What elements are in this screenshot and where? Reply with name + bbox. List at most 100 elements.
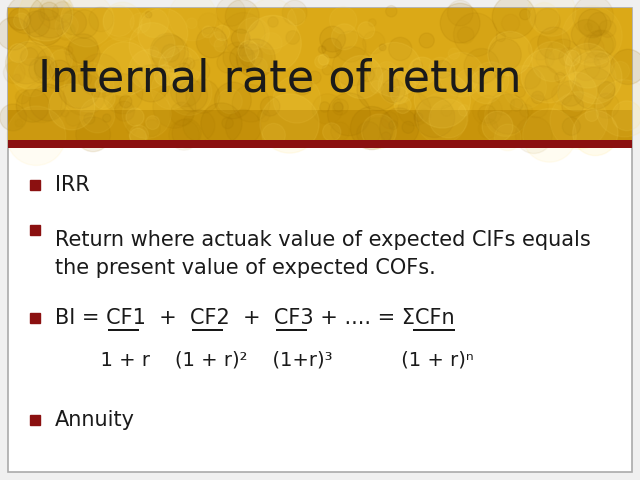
Circle shape: [381, 111, 398, 129]
Circle shape: [170, 102, 194, 126]
Circle shape: [370, 81, 383, 93]
Circle shape: [380, 44, 386, 51]
Circle shape: [333, 47, 372, 86]
Bar: [8, 140, 632, 148]
Circle shape: [333, 102, 343, 112]
Circle shape: [183, 109, 215, 142]
Circle shape: [495, 70, 504, 79]
Circle shape: [447, 0, 473, 26]
Circle shape: [611, 49, 640, 84]
Circle shape: [287, 8, 305, 25]
Circle shape: [575, 58, 616, 98]
Circle shape: [599, 20, 616, 37]
Circle shape: [572, 67, 615, 110]
Circle shape: [6, 42, 47, 84]
Circle shape: [250, 58, 268, 75]
Circle shape: [244, 15, 301, 72]
Circle shape: [363, 118, 392, 146]
Circle shape: [531, 91, 544, 104]
Circle shape: [103, 74, 143, 114]
Circle shape: [572, 20, 602, 49]
Circle shape: [569, 51, 622, 104]
Circle shape: [140, 8, 168, 37]
Circle shape: [225, 0, 259, 33]
Circle shape: [130, 13, 150, 33]
Circle shape: [286, 31, 300, 44]
Circle shape: [532, 41, 572, 82]
Circle shape: [468, 70, 502, 104]
Circle shape: [519, 67, 541, 89]
Circle shape: [328, 93, 371, 136]
Circle shape: [378, 67, 416, 104]
Circle shape: [523, 108, 577, 162]
Circle shape: [239, 44, 262, 67]
Circle shape: [584, 30, 614, 60]
Circle shape: [596, 80, 640, 137]
Circle shape: [492, 0, 536, 38]
Circle shape: [558, 81, 583, 106]
Text: 1 + r    (1 + r)²    (1+r)³           (1 + r)ⁿ: 1 + r (1 + r)² (1+r)³ (1 + r)ⁿ: [63, 350, 474, 370]
Circle shape: [340, 56, 383, 99]
Circle shape: [168, 0, 217, 41]
Circle shape: [93, 87, 115, 109]
Circle shape: [262, 123, 285, 147]
Circle shape: [323, 123, 341, 141]
Circle shape: [404, 80, 415, 91]
Circle shape: [402, 121, 414, 133]
Circle shape: [225, 109, 261, 145]
Circle shape: [397, 93, 431, 126]
Circle shape: [120, 95, 132, 108]
Circle shape: [80, 98, 115, 133]
Circle shape: [320, 26, 346, 52]
Circle shape: [358, 22, 374, 39]
Circle shape: [89, 7, 113, 32]
Circle shape: [260, 96, 280, 116]
Text: IRR: IRR: [55, 175, 90, 195]
Circle shape: [268, 17, 278, 27]
Circle shape: [594, 53, 609, 68]
Circle shape: [563, 6, 622, 66]
Circle shape: [273, 76, 321, 123]
Circle shape: [49, 60, 70, 82]
Circle shape: [129, 49, 168, 89]
Circle shape: [322, 38, 342, 58]
Circle shape: [35, 46, 77, 88]
Circle shape: [414, 72, 470, 128]
Circle shape: [16, 89, 49, 122]
Circle shape: [413, 60, 422, 70]
Circle shape: [232, 84, 269, 122]
Circle shape: [458, 27, 474, 44]
Circle shape: [129, 125, 148, 144]
Circle shape: [61, 109, 68, 117]
Circle shape: [146, 116, 159, 130]
Circle shape: [369, 19, 376, 26]
Circle shape: [171, 76, 201, 107]
Circle shape: [588, 12, 611, 36]
Circle shape: [496, 32, 506, 42]
Circle shape: [563, 117, 580, 135]
Circle shape: [152, 35, 188, 72]
Circle shape: [126, 108, 144, 126]
Circle shape: [282, 0, 307, 25]
Circle shape: [0, 17, 30, 50]
Circle shape: [361, 68, 374, 82]
Circle shape: [595, 93, 619, 118]
Circle shape: [319, 102, 330, 112]
Circle shape: [390, 87, 408, 104]
Circle shape: [388, 37, 412, 60]
Circle shape: [122, 90, 171, 139]
Bar: [8, 8, 632, 140]
Circle shape: [456, 70, 478, 91]
Circle shape: [64, 46, 73, 55]
Circle shape: [49, 84, 95, 130]
Circle shape: [564, 50, 580, 66]
Circle shape: [61, 0, 114, 47]
Circle shape: [217, 52, 238, 73]
Circle shape: [356, 121, 380, 145]
Circle shape: [584, 49, 614, 80]
Circle shape: [386, 6, 397, 17]
Circle shape: [216, 0, 245, 26]
Circle shape: [521, 48, 576, 103]
Circle shape: [454, 13, 497, 57]
Circle shape: [488, 38, 522, 71]
